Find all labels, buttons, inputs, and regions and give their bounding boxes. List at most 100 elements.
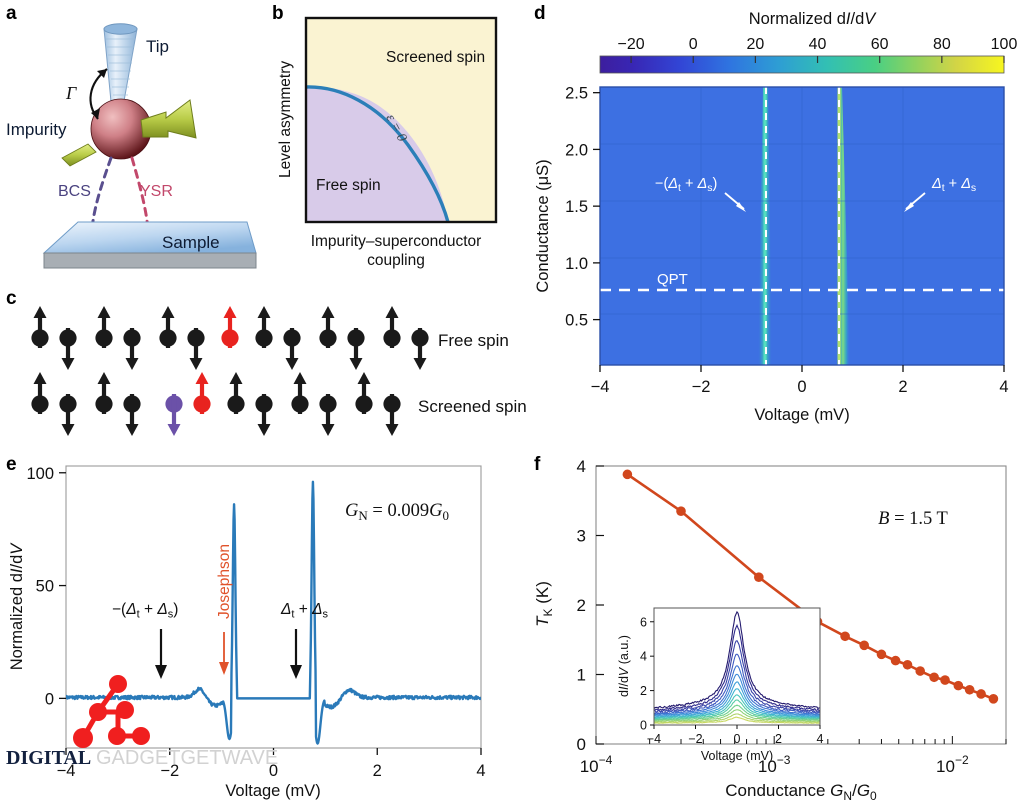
panel-d-yticks: 0.5 1.0 1.5 2.0 2.5 <box>565 85 600 330</box>
data-point <box>840 631 850 642</box>
panel-f-label: f <box>534 454 541 475</box>
panel-f-xticks: 10−4 10−3 10−2 <box>580 736 1007 776</box>
watermark-logo <box>73 675 150 748</box>
tip-label: Tip <box>146 37 169 56</box>
inset-curve <box>654 673 820 716</box>
spin-down-black <box>187 328 205 370</box>
inset-curve <box>654 709 820 722</box>
panel-f-ylabel: TK (K) <box>533 581 555 627</box>
inset-ytick: 2 <box>640 684 647 698</box>
panel-a-schematic: Tip Impurity Γ BCS YSR Sample <box>6 23 257 269</box>
panel-c-spin-chains: Free spin Screened spin <box>31 306 527 436</box>
inset-curve <box>654 713 820 723</box>
panel-f-data-points <box>622 469 999 704</box>
spin-up-black <box>95 372 113 414</box>
panel-d-annotation-right: Δt + Δs <box>931 176 976 194</box>
inset-curve <box>654 653 820 715</box>
data-point <box>915 666 926 676</box>
spin-up-black <box>383 306 401 348</box>
spin-up-black <box>95 306 113 348</box>
inset-curve <box>654 688 820 719</box>
panel-f-yticks: 0 1 2 3 4 <box>577 457 604 754</box>
josephson-label: Josephson <box>216 544 233 619</box>
panel-e-xtick: 4 <box>476 762 485 780</box>
panel-e-xticks: −4 −2 0 2 4 <box>57 748 486 780</box>
data-point <box>622 469 633 480</box>
inset-curve <box>654 694 820 719</box>
data-point <box>754 572 764 582</box>
spin-up-black <box>355 372 373 414</box>
panel-b: b Screened spin Free spin ε = 0 Level as… <box>268 0 518 282</box>
panel-e-ylabel: Normalized dI/dV <box>8 542 26 671</box>
panel-e-xtick: 0 <box>269 762 278 780</box>
colorbar-tick: 80 <box>933 36 951 53</box>
spin-up-black <box>255 306 273 348</box>
spin-down-black <box>319 394 337 436</box>
panel-b-ylabel: Level asymmetry <box>277 61 294 178</box>
spin-up-black <box>31 372 49 414</box>
inset-yticks: 0 2 4 6 <box>640 615 654 733</box>
panel-d-ytick: 0.5 <box>565 312 588 330</box>
colorbar-title: Normalized dI/dV <box>749 10 878 28</box>
panel-f-xtick: 10−2 <box>936 753 969 776</box>
panel-e: e GN = 0.009G0 −(Δt + Δs) Δt + Δs Joseph… <box>0 444 512 809</box>
inset-xtick: 4 <box>817 732 824 746</box>
panel-b-label: b <box>272 3 284 24</box>
spin-row-free <box>31 306 429 370</box>
spin-up-black <box>31 306 49 348</box>
panel-d-ytick: 2.0 <box>565 141 588 159</box>
panel-f-ytick: 2 <box>577 596 586 615</box>
data-point <box>859 640 869 651</box>
colorbar-tick: 60 <box>871 36 889 53</box>
panel-f-ytick: 3 <box>577 527 586 546</box>
panel-f-ytick: 4 <box>577 457 586 476</box>
spin-row-screened <box>31 372 401 436</box>
data-point <box>890 655 901 666</box>
data-point <box>953 680 964 691</box>
inset-curve <box>654 704 820 721</box>
panel-e-xtick: −4 <box>57 762 76 780</box>
spin-up-red <box>193 372 211 414</box>
data-point <box>929 672 939 683</box>
panel-e-annotation-left: −(Δt + Δs) <box>112 601 178 621</box>
panel-e-label: e <box>6 454 17 475</box>
panel-d-xtick: 2 <box>898 378 907 396</box>
colorbar-tick: 0 <box>689 36 698 53</box>
panel-e-spectrum: GN = 0.009G0 −(Δt + Δs) Δt + Δs Josephso… <box>6 465 486 800</box>
panel-e-ytick: 100 <box>26 465 54 483</box>
panel-d-xtick: 0 <box>797 378 806 396</box>
panel-e-xtick: −2 <box>160 762 179 780</box>
spin-down-black <box>59 394 77 436</box>
ysr-label: YSR <box>140 183 173 200</box>
panel-d-annotation-left: −(Δt + Δs) <box>655 176 717 194</box>
panel-d-xtick: −2 <box>692 378 711 396</box>
panel-c: c Free spin Screened spin <box>0 288 527 438</box>
inset-curve <box>654 610 820 710</box>
watermark-light: GADGETGETWAVE <box>96 747 278 769</box>
panel-d-xtick: −4 <box>591 378 610 396</box>
inset-xtick: −4 <box>647 732 661 746</box>
panel-d-ytick: 1.0 <box>565 255 588 273</box>
data-point <box>988 694 999 704</box>
panel-e-yticks: 0 50 100 <box>26 465 66 708</box>
impurity-label: Impurity <box>6 120 67 139</box>
spin-up-black <box>291 372 309 414</box>
panel-f-ytick: 0 <box>577 735 586 754</box>
panel-d-ylabel: Conductance (μS) <box>534 159 552 292</box>
watermark-bold: DIGITAL <box>6 747 91 769</box>
data-point <box>902 659 913 670</box>
inset-ytick: 6 <box>640 615 647 629</box>
panel-f-xlabel: Conductance GN/G0 <box>725 781 877 803</box>
inset-curve <box>654 699 820 720</box>
data-point <box>964 684 975 695</box>
panel-b-xlabel-1: Impurity–superconductor <box>311 233 482 250</box>
data-point <box>976 689 986 699</box>
inset-xtick: 2 <box>775 732 782 746</box>
inset-ytick: 4 <box>640 650 647 664</box>
panel-d-ytick: 2.5 <box>565 85 588 103</box>
spin-up-black <box>319 306 337 348</box>
data-point <box>676 506 686 516</box>
panel-e-annotation-gn: GN = 0.009G0 <box>345 501 449 523</box>
panel-f-ytick: 1 <box>577 666 586 685</box>
spin-down-black <box>123 394 141 436</box>
